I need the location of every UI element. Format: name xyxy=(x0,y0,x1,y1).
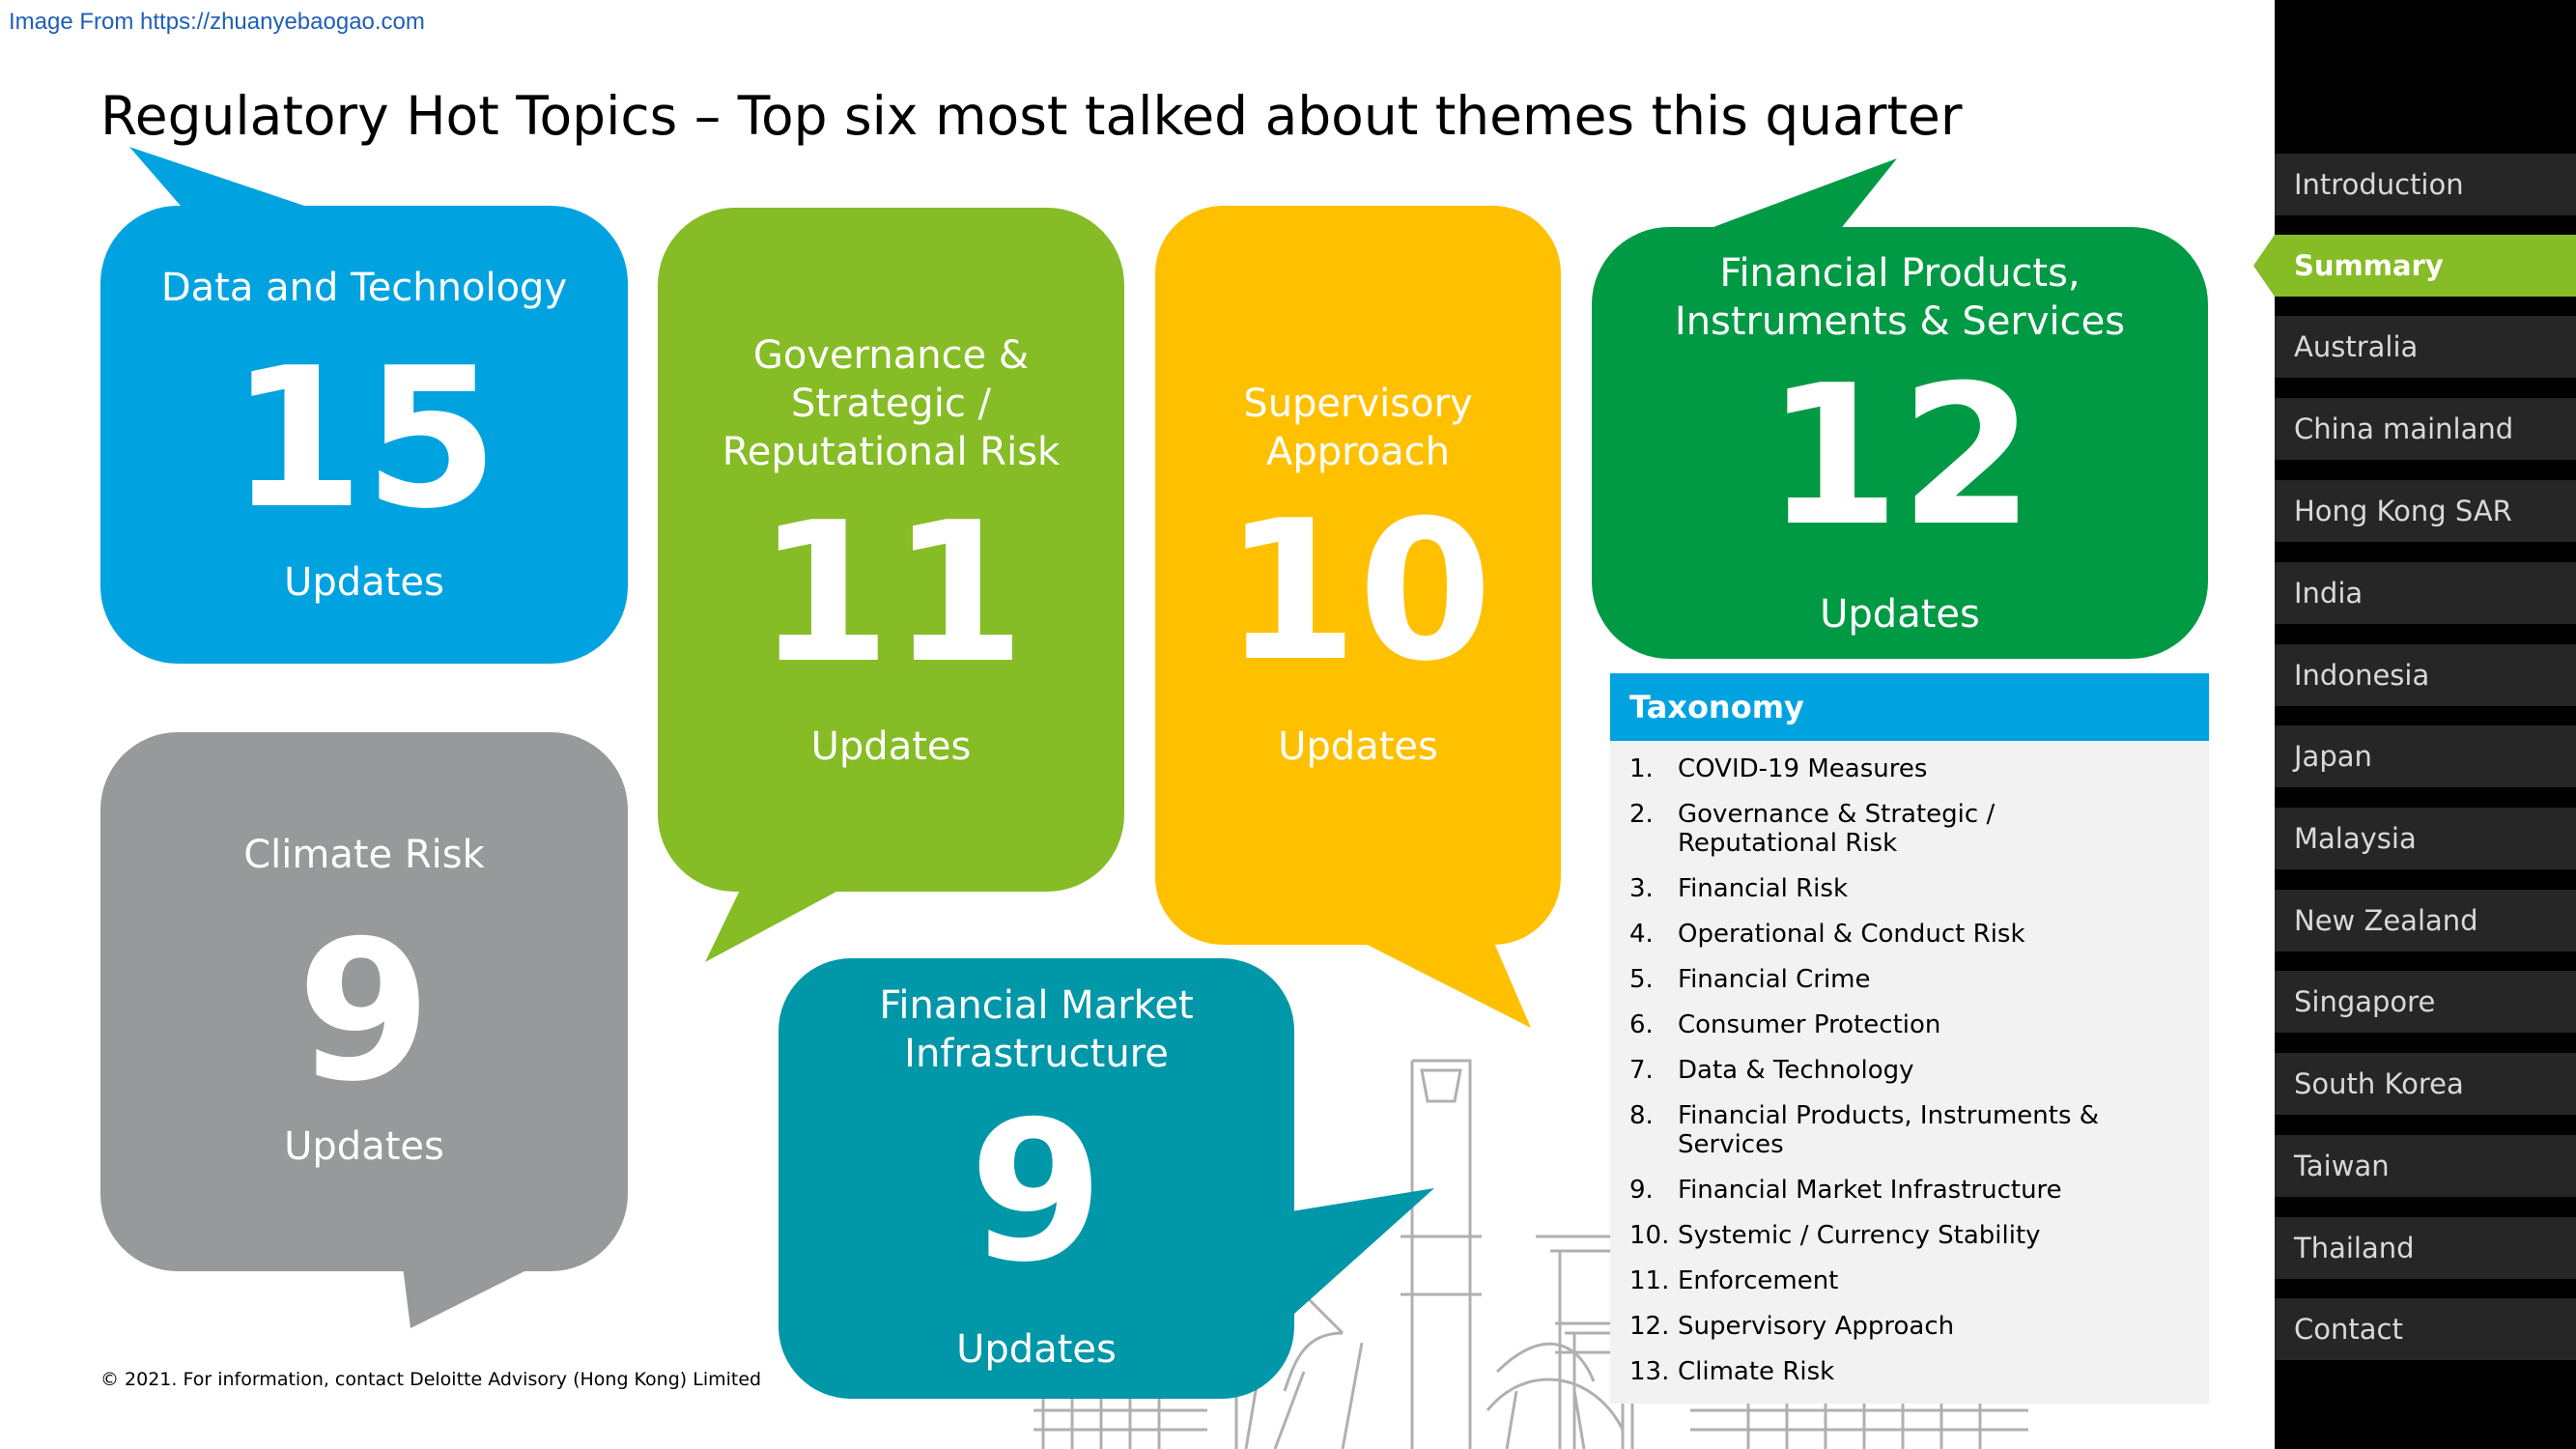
taxonomy-text: Enforcement xyxy=(1678,1266,1839,1295)
nav-item-australia[interactable]: Australia xyxy=(2275,316,2576,378)
taxonomy-number: 8. xyxy=(1629,1101,1654,1130)
topic-name: Data and Technology xyxy=(160,266,568,310)
nav-item-thailand[interactable]: Thailand xyxy=(2275,1217,2576,1279)
taxonomy-text: Systemic / Currency Stability xyxy=(1678,1221,2041,1250)
taxonomy-item: 10. Systemic / Currency Stability xyxy=(1629,1221,2209,1250)
taxonomy-item: 11. Enforcement xyxy=(1629,1266,2209,1295)
taxonomy-number: 5. xyxy=(1629,965,1654,994)
taxonomy-number: 3. xyxy=(1629,874,1654,903)
nav-item-indonesia[interactable]: Indonesia xyxy=(2275,644,2576,706)
topic-count: 15 xyxy=(229,327,499,552)
topic-count: 12 xyxy=(1765,344,2035,569)
nav-item-japan[interactable]: Japan xyxy=(2275,725,2576,787)
nav-item-south-korea[interactable]: South Korea xyxy=(2275,1053,2576,1115)
topic-name: Financial Products, Instruments & Servic… xyxy=(1674,251,2126,344)
taxonomy-item: 8. Financial Products, Instruments & Serv… xyxy=(1629,1101,2209,1159)
taxonomy-list: 1. COVID-19 Measures 2. Governance & Strat… xyxy=(1610,741,2209,1386)
topic-count: 10 xyxy=(1223,479,1493,704)
topic-count: 11 xyxy=(756,481,1026,706)
bubble-tail xyxy=(129,147,319,220)
topic-name: Climate Risk xyxy=(243,833,485,877)
taxonomy-text: Financial Products, Instruments & Servic… xyxy=(1678,1101,2100,1159)
topic-card-data-technology: Data and Technology 15 Updates xyxy=(100,206,628,664)
nav-item-china-mainland[interactable]: China mainland xyxy=(2275,398,2576,460)
nav-item-contact[interactable]: Contact xyxy=(2275,1298,2576,1360)
topic-card-governance: Governance & Strategic / Reputational Ri… xyxy=(658,208,1124,892)
topic-name: Supervisory Approach xyxy=(1243,382,1473,474)
source-watermark: Image From https://zhuanyebaogao.com xyxy=(9,9,425,35)
nav-item-introduction[interactable]: Introduction xyxy=(2275,154,2576,215)
taxonomy-text: Financial Crime xyxy=(1678,965,1871,994)
topic-name: Governance & Strategic / Reputational Ri… xyxy=(722,333,1061,474)
topic-updates-label: Updates xyxy=(810,724,972,769)
topic-count: 9 xyxy=(969,1080,1104,1305)
taxonomy-number: 12. xyxy=(1629,1312,1670,1341)
taxonomy-item: 9. Financial Market Infrastructure xyxy=(1629,1176,2209,1205)
bubble-tail xyxy=(1256,1188,1434,1314)
taxonomy-number: 6. xyxy=(1629,1010,1654,1039)
taxonomy-item: 3. Financial Risk xyxy=(1629,874,2209,903)
taxonomy-item: 6. Consumer Protection xyxy=(1629,1010,2209,1039)
topic-updates-label: Updates xyxy=(1278,724,1438,769)
bubble-tail xyxy=(1690,158,1897,236)
taxonomy-text: Operational & Conduct Risk xyxy=(1678,920,2025,949)
bubble-tail xyxy=(1333,927,1531,1028)
taxonomy-text: Consumer Protection xyxy=(1678,1010,1941,1039)
taxonomy-item: 12. Supervisory Approach xyxy=(1629,1312,2209,1341)
taxonomy-panel: Taxonomy 1. COVID-19 Measures 2. Governanc… xyxy=(1610,673,2209,1404)
topic-updates-label: Updates xyxy=(284,1124,444,1169)
topic-card-climate-risk: Climate Risk 9 Updates xyxy=(100,732,628,1271)
topic-card-financial-products: Financial Products, Instruments & Servic… xyxy=(1592,227,2208,659)
taxonomy-text: Data & Technology xyxy=(1678,1056,1914,1085)
taxonomy-number: 7. xyxy=(1629,1056,1654,1085)
topic-updates-label: Updates xyxy=(284,560,444,605)
nav-item-singapore[interactable]: Singapore xyxy=(2275,971,2576,1033)
topic-updates-label: Updates xyxy=(1820,592,1980,637)
topic-card-supervisory: Supervisory Approach 10 Updates xyxy=(1155,206,1561,945)
taxonomy-item: 2. Governance & Strategic / Reputational … xyxy=(1629,800,2209,858)
copyright-footer: © 2021. For information, contact Deloitt… xyxy=(100,1369,762,1390)
taxonomy-item: 1. COVID-19 Measures xyxy=(1629,754,2209,783)
taxonomy-number: 10. xyxy=(1629,1221,1670,1250)
topic-updates-label: Updates xyxy=(956,1327,1117,1372)
nav-item-hong-kong-sar[interactable]: Hong Kong SAR xyxy=(2275,480,2576,542)
topic-name: Financial Market Infrastructure xyxy=(879,983,1194,1076)
nav-item-malaysia[interactable]: Malaysia xyxy=(2275,808,2576,869)
navigation-sidebar: Introduction Summary Australia China mai… xyxy=(2253,0,2576,1449)
taxonomy-number: 13. xyxy=(1629,1357,1670,1386)
taxonomy-number: 4. xyxy=(1629,920,1654,949)
taxonomy-number: 9. xyxy=(1629,1176,1654,1205)
nav-item-new-zealand[interactable]: New Zealand xyxy=(2275,890,2576,952)
taxonomy-text: Financial Market Infrastructure xyxy=(1678,1176,2062,1205)
taxonomy-item: 7. Data & Technology xyxy=(1629,1056,2209,1085)
taxonomy-text: COVID-19 Measures xyxy=(1678,754,1928,783)
page-title: Regulatory Hot Topics – Top six most tal… xyxy=(100,85,1963,147)
taxonomy-text: Governance & Strategic / Reputational Ri… xyxy=(1678,800,1996,858)
taxonomy-number: 11. xyxy=(1629,1266,1670,1295)
topic-card-market-infrastructure: Financial Market Infrastructure 9 Update… xyxy=(778,958,1294,1399)
taxonomy-heading: Taxonomy xyxy=(1610,673,2209,741)
taxonomy-text: Financial Risk xyxy=(1678,874,1849,903)
taxonomy-text: Supervisory Approach xyxy=(1678,1312,1955,1341)
topic-count: 9 xyxy=(297,899,432,1124)
taxonomy-text: Climate Risk xyxy=(1678,1357,1835,1386)
taxonomy-item: 13. Climate Risk xyxy=(1629,1357,2209,1386)
nav-item-summary[interactable]: Summary xyxy=(2253,235,2576,297)
taxonomy-item: 5. Financial Crime xyxy=(1629,965,2209,994)
taxonomy-number: 1. xyxy=(1629,754,1654,783)
taxonomy-item: 4. Operational & Conduct Risk xyxy=(1629,920,2209,949)
nav-item-taiwan[interactable]: Taiwan xyxy=(2275,1135,2576,1197)
taxonomy-number: 2. xyxy=(1629,800,1654,829)
nav-item-india[interactable]: India xyxy=(2275,562,2576,624)
